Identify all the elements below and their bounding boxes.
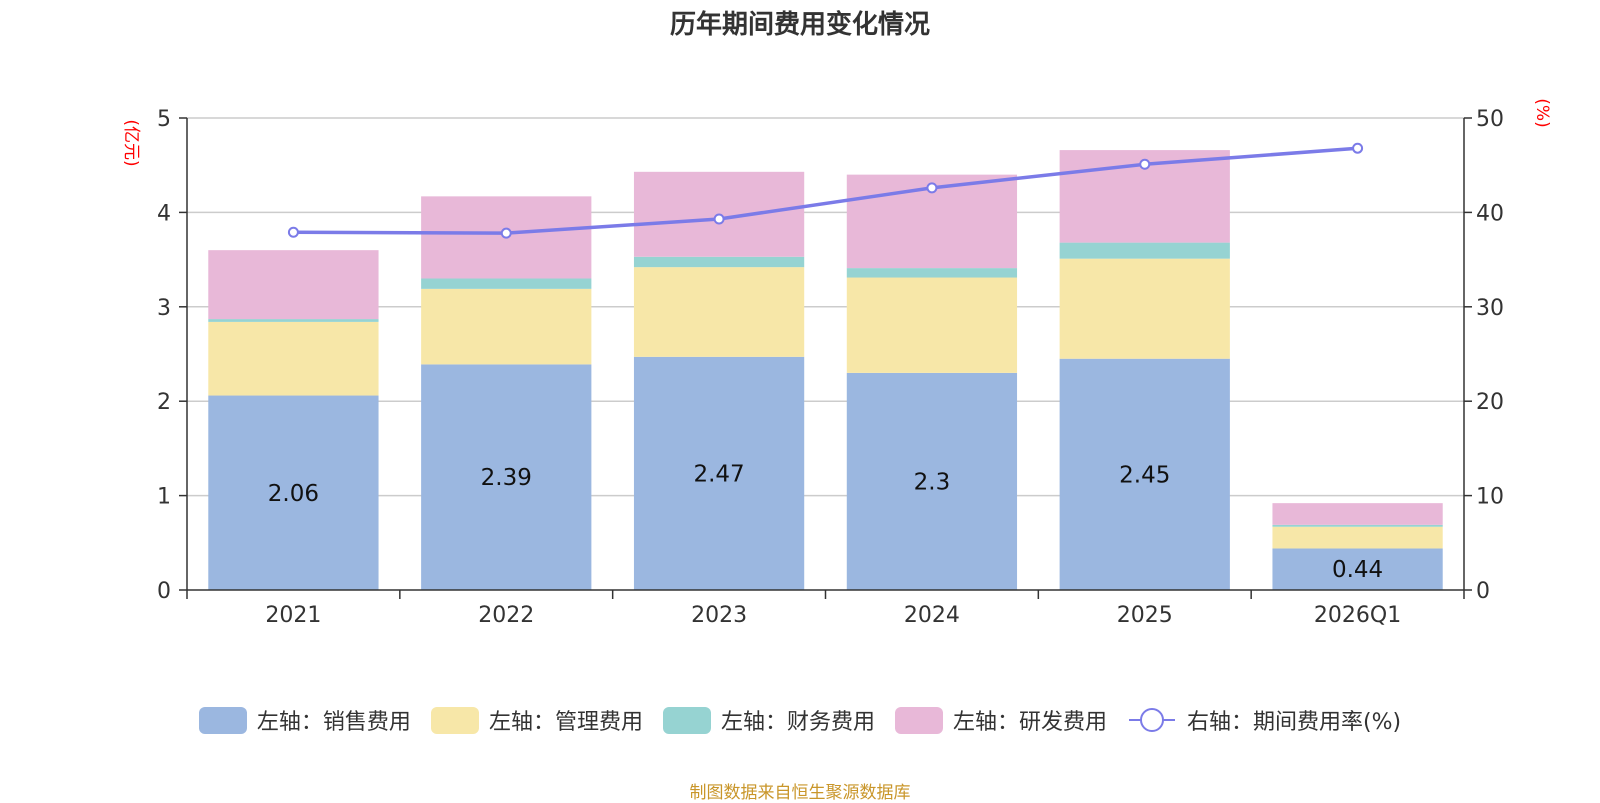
bar-segment bbox=[208, 321, 379, 396]
legend-item-rate[interactable]: 右轴：期间费用率(%) bbox=[1127, 704, 1401, 736]
x-axis-tick-label: 2025 bbox=[1117, 603, 1173, 628]
right-axis-tick-label: 20 bbox=[1476, 390, 1504, 415]
bar-segment bbox=[421, 364, 592, 590]
bar-segment bbox=[1272, 548, 1443, 590]
bar-segment bbox=[208, 319, 379, 322]
bar-segment bbox=[1059, 358, 1230, 590]
legend-item-rnd[interactable]: 左轴：研发费用 bbox=[894, 704, 1107, 736]
legend: 左轴：销售费用 左轴：管理费用 左轴：财务费用 左轴：研发费用 右轴：期间费用率… bbox=[0, 704, 1600, 736]
left-axis-tick-label: 1 bbox=[157, 485, 171, 510]
legend-swatch-rnd bbox=[894, 706, 943, 734]
rate-point bbox=[500, 227, 512, 239]
bar-segment bbox=[1272, 503, 1443, 525]
left-axis-tick-label: 0 bbox=[157, 579, 171, 604]
bar-data-label: 2.3 bbox=[914, 469, 951, 495]
bar-segment bbox=[1272, 524, 1443, 527]
x-axis-tick-label: 2022 bbox=[478, 603, 534, 628]
right-axis-tick-label: 40 bbox=[1476, 201, 1504, 226]
bar-data-label: 0.44 bbox=[1332, 557, 1383, 583]
legend-swatch-rate bbox=[1128, 708, 1175, 732]
legend-swatch-sales bbox=[198, 706, 247, 734]
right-axis-tick-label: 0 bbox=[1476, 579, 1490, 604]
rate-point bbox=[926, 182, 938, 194]
bar-segment bbox=[633, 256, 805, 268]
bar-segment bbox=[633, 356, 805, 590]
bar-segment bbox=[846, 372, 1018, 590]
x-axis-tick-label: 2026Q1 bbox=[1314, 603, 1401, 628]
rate-point bbox=[713, 213, 725, 225]
bar-data-label: 2.39 bbox=[481, 465, 532, 491]
bar-segment bbox=[421, 288, 592, 365]
legend-swatch-finance bbox=[662, 706, 711, 734]
chart-title: 历年期间费用变化情况 bbox=[669, 10, 930, 40]
legend-item-admin[interactable]: 左轴：管理费用 bbox=[430, 704, 643, 736]
legend-label-rnd: 左轴：研发费用 bbox=[952, 710, 1107, 735]
legend-item-finance[interactable]: 左轴：财务费用 bbox=[662, 704, 875, 736]
left-axis-tick-label: 4 bbox=[157, 201, 171, 226]
bar-segment bbox=[208, 250, 379, 320]
data-source-note: 制图数据来自恒生聚源数据库 bbox=[689, 783, 911, 803]
x-axis-tick-label: 2023 bbox=[691, 603, 747, 628]
rate-point bbox=[1352, 142, 1364, 154]
legend-label-admin: 左轴：管理费用 bbox=[488, 710, 643, 735]
left-axis-tick-label: 3 bbox=[157, 296, 171, 321]
right-axis-tick-label: 50 bbox=[1476, 107, 1504, 132]
legend-label-finance: 左轴：财务费用 bbox=[720, 710, 875, 735]
x-axis-tick-label: 2021 bbox=[265, 603, 321, 628]
left-axis-tick-label: 5 bbox=[157, 107, 171, 132]
legend-swatch-admin bbox=[430, 706, 479, 734]
bar-segment bbox=[1272, 526, 1443, 549]
bar-data-label: 2.06 bbox=[268, 481, 319, 507]
bar-data-label: 2.47 bbox=[693, 461, 744, 487]
rate-line bbox=[293, 146, 1358, 235]
left-axis-unit: (亿元) bbox=[121, 119, 141, 166]
legend-item-sales[interactable]: 左轴：销售费用 bbox=[198, 704, 411, 736]
bar-segment bbox=[1059, 242, 1230, 259]
legend-label-sales: 左轴：销售费用 bbox=[256, 710, 411, 735]
bar-data-label: 2.45 bbox=[1119, 462, 1170, 488]
bar-segment bbox=[633, 267, 805, 357]
rate-point bbox=[1139, 158, 1151, 170]
bar-segment bbox=[846, 268, 1018, 278]
x-axis-tick-label: 2024 bbox=[904, 603, 960, 628]
bar-segment bbox=[421, 278, 592, 289]
left-axis-tick-label: 2 bbox=[157, 390, 171, 415]
right-axis-tick-label: 30 bbox=[1476, 296, 1504, 321]
right-axis-unit: (%) bbox=[1532, 98, 1552, 127]
legend-label-rate: 右轴：期间费用率(%) bbox=[1186, 710, 1402, 735]
bar-segment bbox=[846, 277, 1018, 373]
rate-point bbox=[287, 226, 299, 238]
bar-segment bbox=[208, 395, 379, 590]
right-axis-tick-label: 10 bbox=[1476, 485, 1504, 510]
bar-segment bbox=[1059, 258, 1230, 359]
